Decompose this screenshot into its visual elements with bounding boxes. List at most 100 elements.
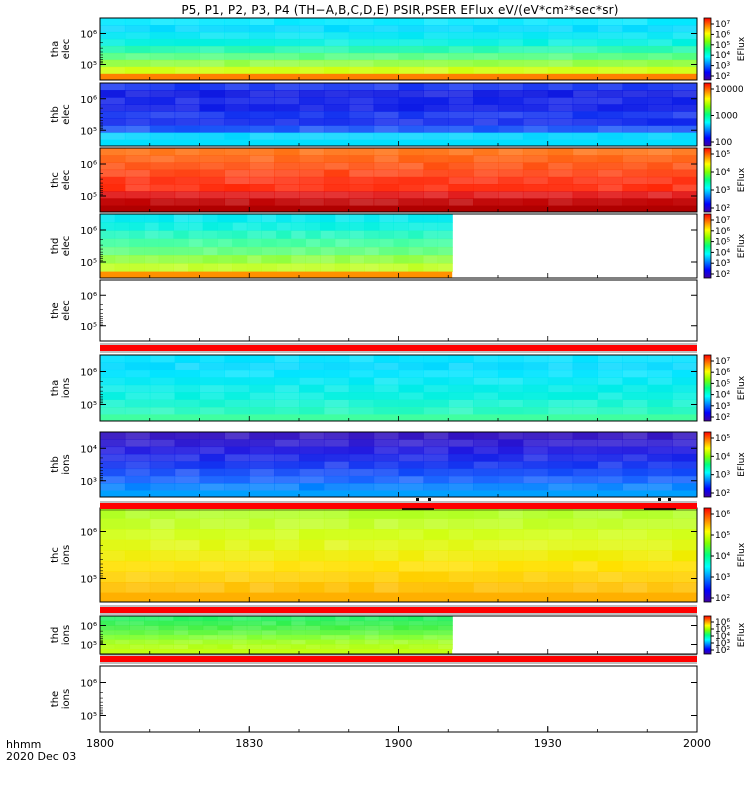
spectrogram-cell	[398, 518, 424, 530]
spectrogram-cell	[323, 399, 350, 408]
spectrogram-cell	[498, 104, 524, 112]
panel-label-probe: tha	[50, 380, 61, 396]
spectrogram-cell	[622, 508, 648, 520]
spectrogram-cell	[423, 475, 449, 484]
spectrogram-cell	[547, 104, 574, 112]
spectrogram-cell	[129, 639, 145, 645]
spectrogram-cell	[373, 148, 399, 156]
spectrogram-cell	[622, 66, 648, 75]
spectrogram-cell	[647, 446, 673, 455]
spectrogram-cell	[174, 132, 200, 141]
spectrogram-cell	[144, 255, 160, 264]
spectrogram-cell	[422, 639, 439, 645]
spectrogram-cell	[305, 238, 321, 248]
spectrogram-cell	[100, 616, 116, 622]
spectrogram-cell	[622, 582, 648, 594]
spectrogram-cell	[320, 230, 336, 240]
spectrogram-cell	[246, 634, 262, 641]
spectrogram-cell	[378, 630, 394, 636]
spectrogram-cell	[290, 263, 306, 273]
low-energy-band	[100, 649, 453, 654]
spectrogram-cell	[348, 377, 375, 386]
spectrogram-cell	[290, 620, 306, 626]
spectrogram-cell	[473, 529, 499, 541]
spectrogram-cell	[647, 518, 673, 530]
spectrogram-cell	[299, 439, 325, 448]
spectrogram-cell	[437, 620, 453, 626]
spectrogram-cell	[597, 148, 623, 156]
spectrogram-cell	[261, 644, 277, 650]
spectrogram-cell	[299, 162, 325, 171]
spectrogram-cell	[408, 630, 424, 636]
spectrogram-cell	[348, 169, 375, 178]
spectrogram-cell	[323, 118, 350, 126]
spectrogram-cell	[473, 184, 499, 192]
spectrogram-cell	[299, 571, 325, 583]
spectrogram-cell	[423, 483, 449, 491]
spectrogram-cell	[174, 571, 200, 583]
colorbar-tick-label: 10⁶	[715, 227, 730, 237]
spectrogram-cell	[364, 214, 380, 223]
spectrogram-cell	[378, 255, 394, 264]
spectrogram-cell	[498, 355, 524, 363]
spectrogram-cell	[174, 155, 200, 163]
spectrogram-cell	[124, 582, 151, 594]
spectrogram-cell	[124, 184, 151, 192]
spectrogram-cell	[323, 66, 350, 75]
panel-label-species: ions	[61, 689, 72, 709]
spectrogram-cell	[622, 90, 648, 98]
spectrogram-cell	[393, 616, 409, 622]
spectrogram-cell	[199, 111, 225, 119]
spectrogram-cell	[249, 31, 275, 40]
spectrogram-cell	[100, 625, 116, 631]
spectrogram-cell	[393, 263, 409, 273]
spectrogram-cell	[572, 104, 598, 112]
spectrogram-cell	[114, 263, 130, 273]
spectrogram-cell	[249, 539, 275, 551]
spectrogram-cell	[217, 634, 233, 641]
spectrogram-cell	[423, 453, 449, 462]
spectrogram-cell	[473, 560, 499, 572]
panel-label-species: ions	[61, 378, 72, 398]
flag-marker	[428, 498, 431, 501]
spectrogram-cell	[274, 483, 300, 491]
spectrogram-cell	[199, 508, 225, 520]
spectrogram-cell	[373, 155, 399, 163]
spectrogram-cell	[348, 461, 375, 470]
panel-label-probe: the	[50, 691, 61, 707]
spectrogram-cell	[448, 446, 474, 455]
spectrogram-cell	[217, 620, 233, 626]
colorbar-tick-label: 1000	[715, 112, 738, 122]
spectrogram-cell	[299, 31, 325, 40]
spectrogram-cell	[622, 191, 648, 199]
spectrogram-cell	[348, 66, 375, 75]
spectrogram-cell	[437, 644, 453, 650]
spectrogram-cell	[473, 355, 499, 363]
spectrogram-cell	[299, 446, 325, 455]
spectrogram-cell	[299, 90, 325, 98]
spectrogram-cell	[448, 31, 474, 40]
spectrogram-cell	[224, 132, 250, 141]
colorbar-tick-label: 10²	[715, 413, 730, 423]
spectrogram-cell	[672, 176, 698, 185]
spectrogram-cell	[299, 66, 325, 75]
spectrogram-cell	[274, 446, 300, 455]
spectrogram-cell	[249, 560, 275, 572]
spectrogram-cell	[276, 625, 292, 631]
spectrogram-cell	[149, 539, 176, 551]
spectrogram-cell	[448, 176, 474, 185]
spectrogram-cell	[393, 644, 409, 650]
spectrogram-cell	[100, 255, 116, 264]
spectrogram-cell	[672, 508, 698, 520]
colorbar-tick-label: 10⁵	[715, 625, 730, 635]
spectrogram-cell	[373, 483, 399, 491]
spectrogram-cell	[448, 191, 474, 199]
spectrogram-cell	[597, 162, 623, 171]
spectrogram-cell	[647, 539, 673, 551]
spectrogram-cell	[249, 104, 275, 112]
spectrogram-cell	[323, 111, 350, 119]
spectrogram-cell	[448, 132, 474, 141]
spectrogram-cell	[547, 446, 574, 455]
spectrogram-cell	[100, 644, 116, 650]
